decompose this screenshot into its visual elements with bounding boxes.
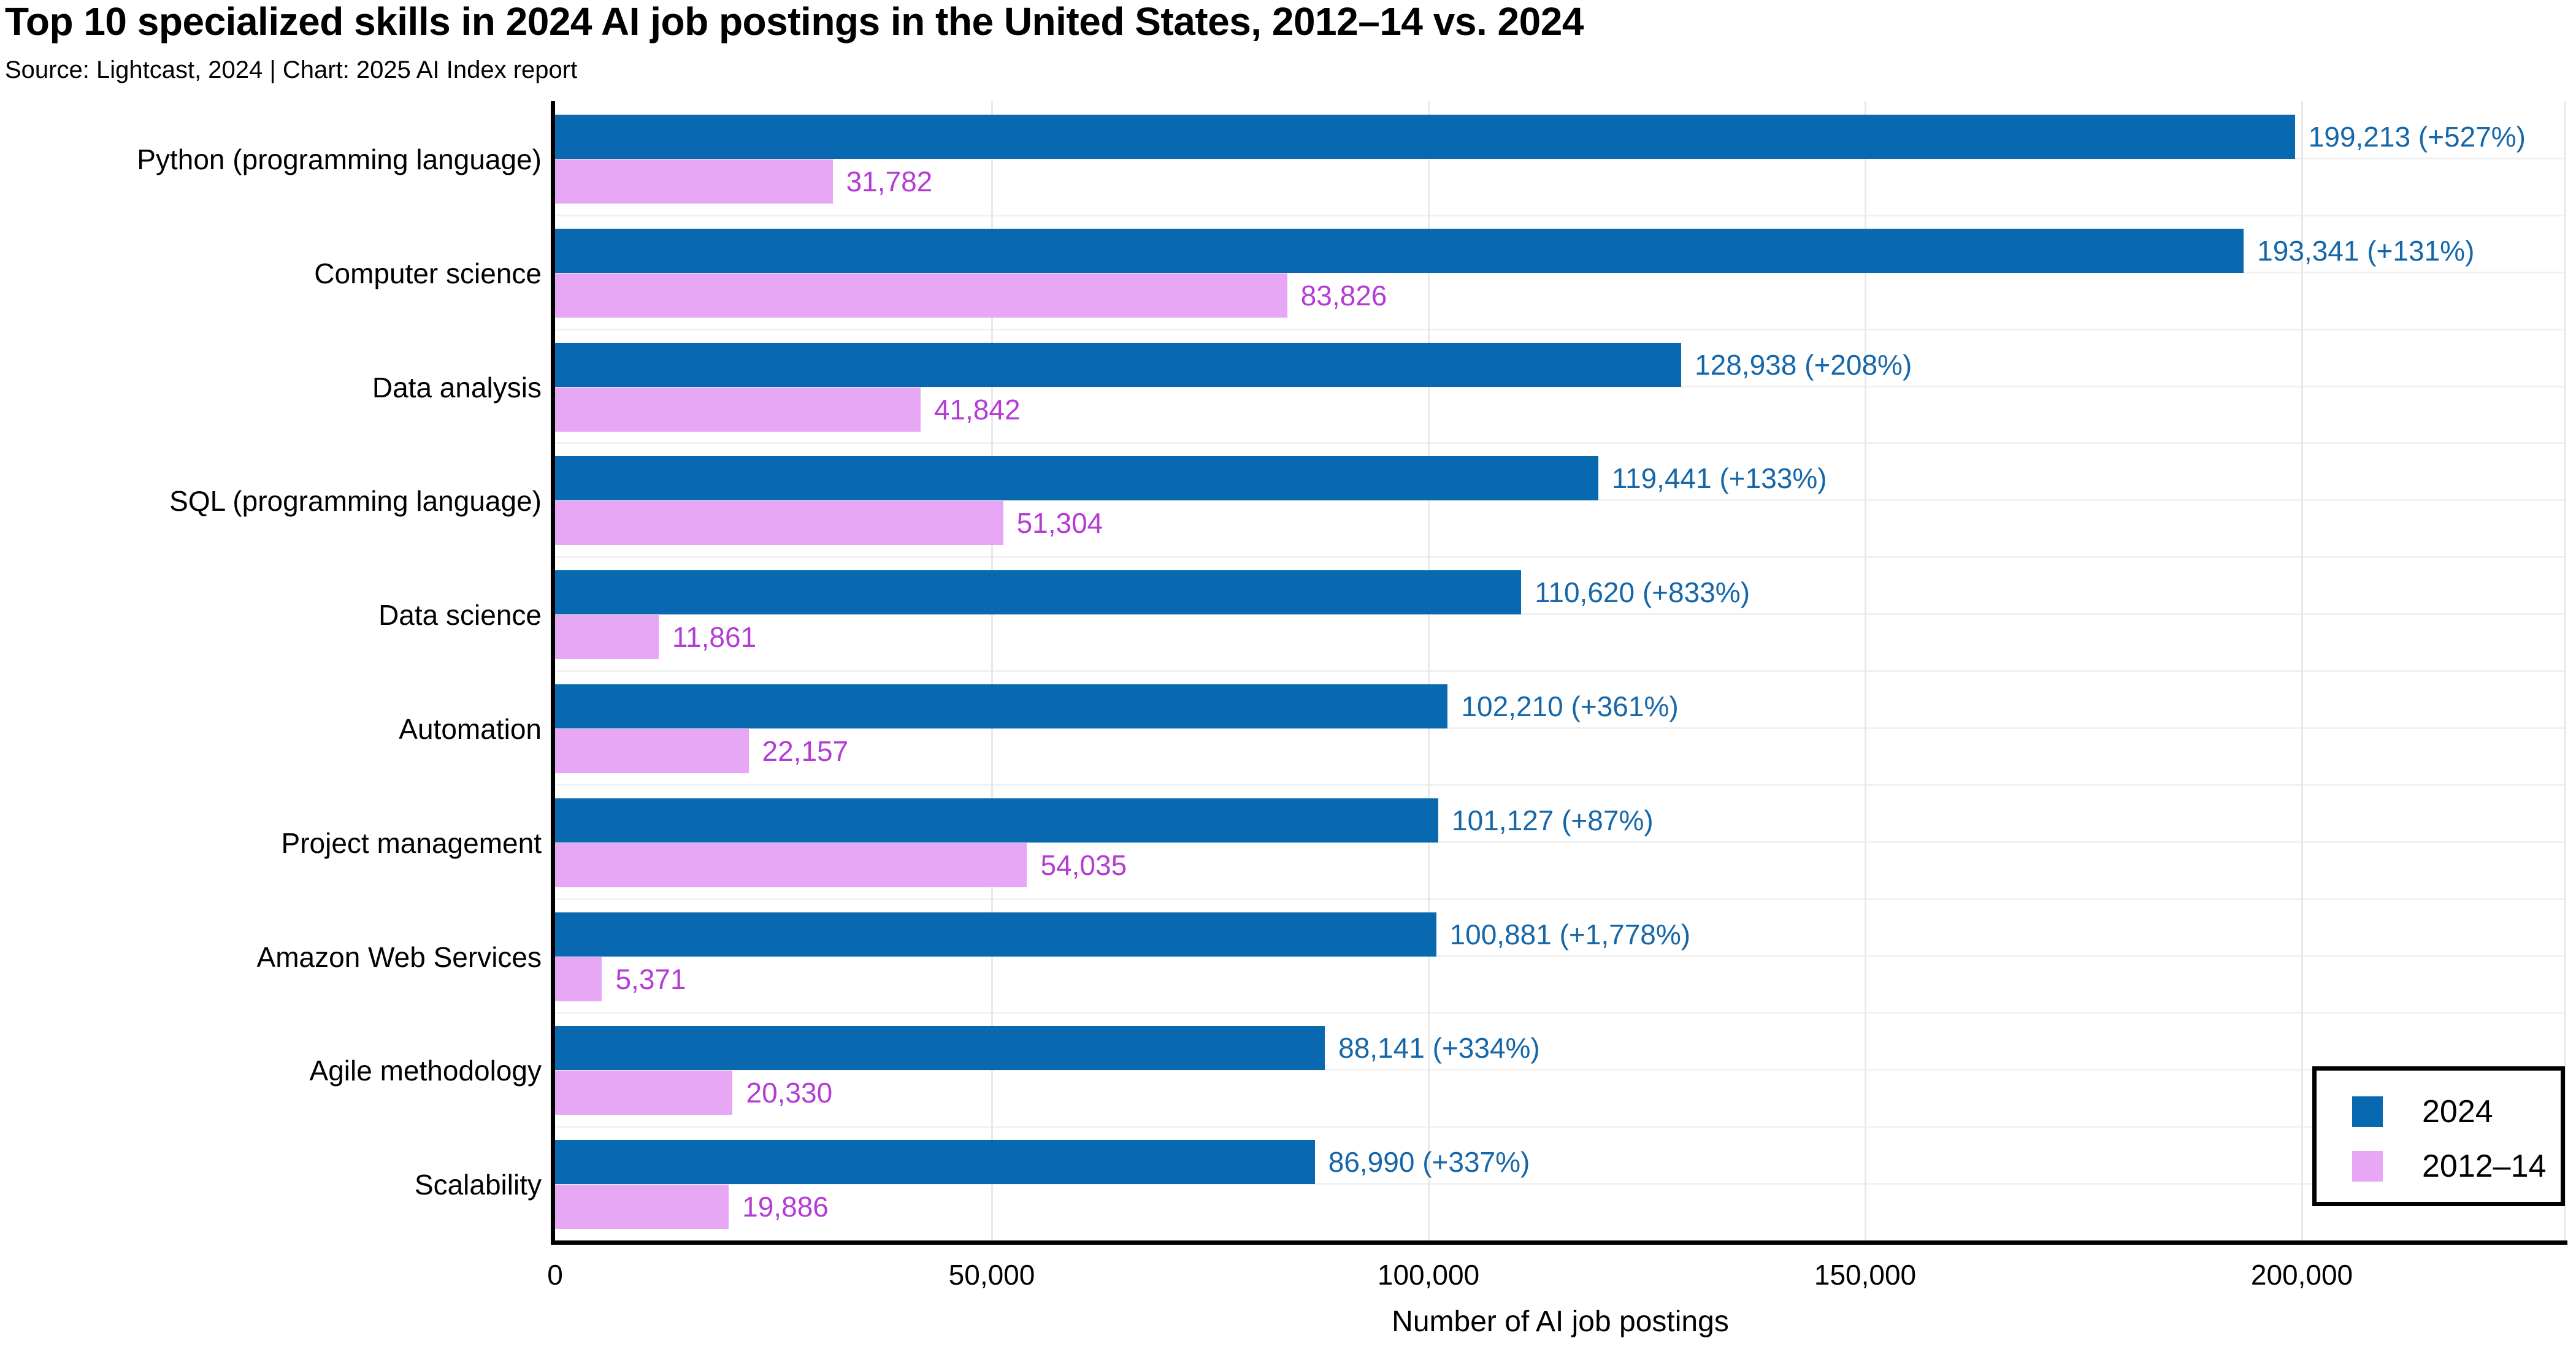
bar-2012-14 [555, 1185, 729, 1229]
bar-2012-14 [555, 273, 1287, 318]
category-label: Python (programming language) [137, 143, 542, 175]
value-label-2024: 110,620 (+833%) [1535, 576, 1750, 609]
legend: 2024 2012–14 [2312, 1066, 2565, 1206]
bar-2024 [555, 570, 1521, 615]
x-tick-label: 0 [547, 1259, 563, 1291]
bar-2024 [555, 912, 1436, 957]
value-label-2024: 88,141 (+334%) [1338, 1032, 1540, 1064]
category-label: Amazon Web Services [256, 941, 542, 973]
category-label: Automation [399, 713, 542, 745]
bar-2012-14 [555, 1071, 732, 1115]
chart-title: Top 10 specialized skills in 2024 AI job… [5, 0, 1584, 44]
h-gridline [555, 556, 2566, 559]
x-tick-label: 200,000 [2250, 1259, 2353, 1291]
category-label: Data science [378, 599, 542, 632]
bar-2024 [555, 228, 2244, 273]
legend-swatch-2024 [2352, 1096, 2383, 1127]
x-axis-line [551, 1240, 2567, 1245]
category-label: Data analysis [372, 371, 542, 403]
category-label: Computer science [314, 257, 542, 289]
category-label: Agile methodology [309, 1055, 542, 1087]
chart-source: Source: Lightcast, 2024 | Chart: 2025 AI… [5, 56, 578, 83]
h-gridline [555, 898, 2566, 900]
bar-2012-14 [555, 843, 1027, 887]
bar-2024 [555, 456, 1598, 501]
bar-2024 [555, 1140, 1315, 1185]
h-gridline [555, 670, 2566, 672]
h-gridline [555, 727, 2566, 729]
v-gridline [991, 101, 993, 1240]
value-label-2012-14: 51,304 [1016, 507, 1103, 540]
h-gridline [555, 1012, 2566, 1014]
value-label-2012-14: 19,886 [742, 1191, 829, 1223]
legend-swatch-2012-14 [2352, 1151, 2383, 1182]
value-label-2024: 119,441 (+133%) [1611, 462, 1827, 495]
value-label-2024: 101,127 (+87%) [1452, 804, 1654, 836]
value-label-2024: 100,881 (+1,778%) [1449, 918, 1691, 950]
bar-2012-14 [555, 159, 833, 204]
h-gridline [555, 328, 2566, 331]
value-label-2012-14: 83,826 [1300, 279, 1387, 311]
legend-label-2012-14: 2012–14 [2422, 1148, 2547, 1184]
bar-2012-14 [555, 615, 659, 660]
x-tick-label: 100,000 [1377, 1259, 1480, 1291]
h-gridline [555, 214, 2566, 216]
v-gridline [1428, 101, 1430, 1240]
value-label-2012-14: 11,861 [672, 621, 757, 654]
h-gridline [555, 1126, 2566, 1128]
bar-2012-14 [555, 957, 602, 1001]
y-axis-line [551, 101, 555, 1245]
plot-right-border [2564, 101, 2566, 1240]
value-label-2012-14: 41,842 [933, 393, 1021, 426]
bar-2012-14 [555, 387, 921, 432]
bar-2012-14 [555, 501, 1003, 546]
bar-2024 [555, 342, 1681, 387]
h-gridline [555, 841, 2566, 843]
bar-2024 [555, 1026, 1325, 1071]
bar-2012-14 [555, 729, 749, 773]
h-gridline [555, 1183, 2566, 1185]
category-label: Project management [281, 827, 542, 859]
value-label-2012-14: 54,035 [1040, 849, 1127, 881]
category-label: SQL (programming language) [169, 485, 542, 518]
bar-2024 [555, 798, 1438, 843]
value-label-2012-14: 31,782 [846, 166, 933, 197]
h-gridline [555, 613, 2566, 616]
bar-2024 [555, 684, 1447, 728]
value-label-2024: 128,938 (+208%) [1695, 348, 1912, 381]
value-label-2012-14: 5,371 [615, 963, 686, 995]
value-label-2024: 199,213 (+527%) [2308, 121, 2526, 153]
v-gridline [2301, 101, 2303, 1240]
value-label-2024: 102,210 (+361%) [1461, 690, 1679, 722]
h-gridline [555, 442, 2566, 445]
value-label-2024: 193,341 (+131%) [2257, 234, 2475, 267]
legend-label-2024: 2024 [2422, 1094, 2493, 1129]
h-gridline [555, 1069, 2566, 1071]
h-gridline [555, 784, 2566, 786]
value-label-2012-14: 20,330 [746, 1077, 833, 1109]
x-tick-label: 150,000 [1814, 1259, 1917, 1291]
category-label: Scalability [414, 1169, 542, 1201]
v-gridline [1865, 101, 1866, 1240]
h-gridline [555, 955, 2566, 957]
x-axis-title: Number of AI job postings [1392, 1305, 1729, 1338]
value-label-2024: 86,990 (+337%) [1328, 1146, 1530, 1179]
value-label-2012-14: 22,157 [762, 735, 849, 767]
x-tick-label: 50,000 [948, 1259, 1035, 1291]
bar-2024 [555, 115, 2295, 159]
